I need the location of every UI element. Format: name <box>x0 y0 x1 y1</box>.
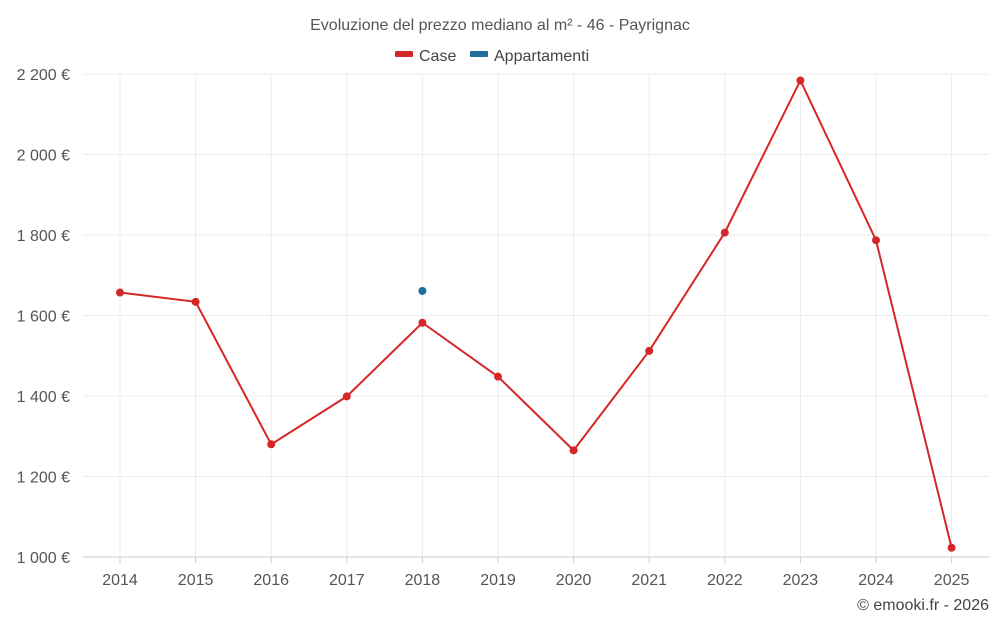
y-tick-label: 2 200 € <box>17 67 70 84</box>
data-point-case-2024[interactable] <box>872 236 880 245</box>
x-tick-label: 2023 <box>783 572 819 589</box>
x-tick-label: 2022 <box>707 572 743 589</box>
data-point-case-2015[interactable] <box>191 297 200 306</box>
y-gridlines <box>83 73 989 558</box>
x-tick-label: 2025 <box>934 572 970 589</box>
legend-label-appartamenti: Appartamenti <box>494 48 589 65</box>
data-point-case-2025[interactable] <box>947 543 956 552</box>
x-axis-labels: 2014 2015 2016 2017 2018 2019 2020 2021 2022 2023… <box>102 572 969 589</box>
credit-text: © emooki.fr - 2026 <box>857 597 989 614</box>
legend-label-case: Case <box>419 48 456 65</box>
data-point-case-2018[interactable] <box>418 318 427 327</box>
x-tick-label: 2024 <box>858 572 894 589</box>
data-point-appartamenti-2018[interactable] <box>418 286 427 295</box>
legend: Case Appartamenti <box>395 48 589 65</box>
y-tick-label: 2 000 € <box>17 148 70 165</box>
y-tick-label: 1 600 € <box>17 309 70 326</box>
chart-title: Evoluzione del prezzo mediano al m² - 46… <box>310 17 690 34</box>
legend-swatch-appartamenti <box>470 51 488 57</box>
data-point-case-2020[interactable] <box>569 446 578 455</box>
data-point-case-2023[interactable] <box>796 76 805 85</box>
data-point-case-2014[interactable] <box>116 288 124 297</box>
legend-item-appartamenti[interactable]: Appartamenti <box>470 48 589 65</box>
x-tick-label: 2019 <box>480 572 516 589</box>
x-tick-label: 2015 <box>178 572 214 589</box>
y-tick-label: 1 800 € <box>17 228 70 245</box>
x-tick-label: 2021 <box>631 572 667 589</box>
y-tick-label: 1 400 € <box>17 389 70 406</box>
y-tick-label: 1 200 € <box>17 470 70 487</box>
data-point-case-2016[interactable] <box>267 440 276 449</box>
series-line-case <box>119 78 953 548</box>
legend-swatch-case <box>395 51 413 57</box>
data-point-case-2021[interactable] <box>645 346 654 355</box>
y-axis-labels: 1 000 € 1 200 € 1 400 € 1 600 € 1 800 € 2 000… <box>17 67 70 567</box>
x-tick-label: 2017 <box>329 572 365 589</box>
x-tick-label: 2014 <box>102 572 138 589</box>
y-tick-label: 1 000 € <box>17 550 70 567</box>
data-point-case-2019[interactable] <box>494 372 502 381</box>
data-point-case-2017[interactable] <box>342 392 351 401</box>
legend-item-case[interactable]: Case <box>395 48 456 65</box>
x-tick-label: 2016 <box>253 572 289 589</box>
x-tick-label: 2020 <box>556 572 592 589</box>
x-tick-label: 2018 <box>405 572 441 589</box>
x-gridlines <box>119 74 953 563</box>
data-point-case-2022[interactable] <box>720 228 729 237</box>
series-layer <box>116 76 956 552</box>
